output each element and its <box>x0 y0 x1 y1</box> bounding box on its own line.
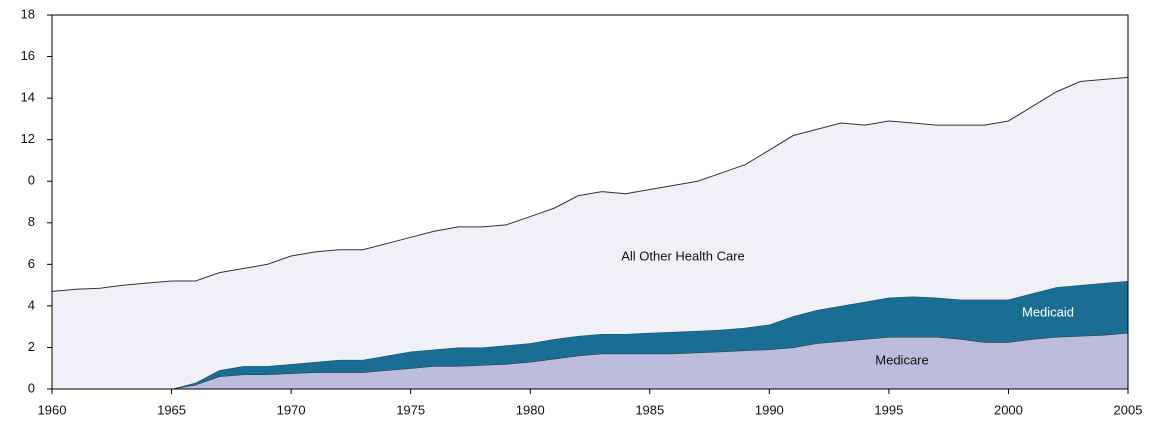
series-label: Medicare <box>875 352 928 367</box>
y-tick-label: 2 <box>28 339 35 354</box>
y-tick-label: 8 <box>28 214 35 229</box>
y-tick-label: 14 <box>21 90 35 105</box>
y-tick-label: 0 <box>28 173 35 188</box>
y-tick-label: 16 <box>21 48 35 63</box>
x-tick-label: 2000 <box>994 402 1023 417</box>
plot-area: 0 2 4 6 8 0 12 14 16 18 1960 1965 1970 1975 1980 1985 19… <box>21 6 1143 417</box>
x-tick-label: 1960 <box>38 402 67 417</box>
y-tick-label: 18 <box>21 6 35 21</box>
x-tick-label: 1970 <box>277 402 306 417</box>
area-edge <box>51 76 1129 292</box>
area-edge <box>52 332 1129 390</box>
y-tick-label: 6 <box>28 256 35 271</box>
series-label: Medicaid <box>1022 304 1074 319</box>
plot-border <box>51 14 1129 390</box>
x-tick-label: 1965 <box>157 402 186 417</box>
x-tick-label: 1995 <box>874 402 903 417</box>
x-tick-label: 1985 <box>635 402 664 417</box>
y-tick-label: 4 <box>28 297 35 312</box>
area <box>52 332 1128 389</box>
x-tick-label: 1975 <box>396 402 425 417</box>
x-tick-label: 2005 <box>1114 402 1143 417</box>
y-tick-label: 12 <box>21 131 35 146</box>
area <box>52 77 1128 389</box>
x-tick-label: 1990 <box>755 402 784 417</box>
y-tick-label: 0 <box>28 380 35 395</box>
x-tick-label: 1980 <box>516 402 545 417</box>
series-label: All Other Health Care <box>621 248 745 263</box>
